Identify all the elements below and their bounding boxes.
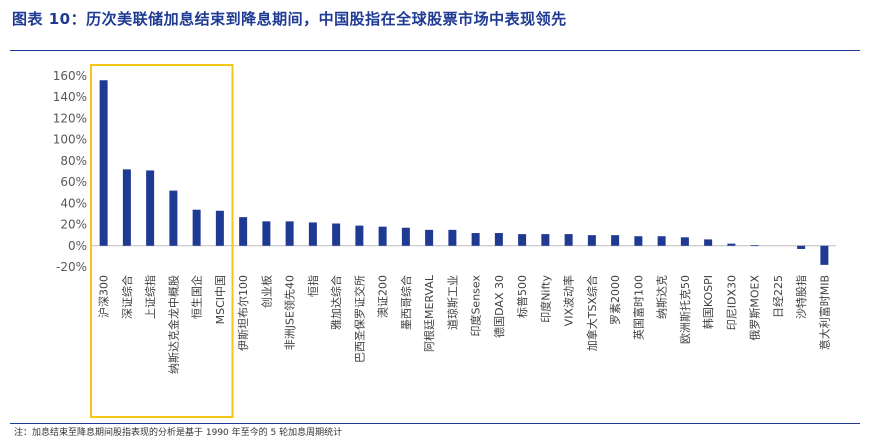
bar <box>378 226 387 246</box>
bar <box>285 221 294 246</box>
highlight-box <box>90 64 234 418</box>
y-tick-label: 40% <box>60 196 87 210</box>
bar <box>332 223 341 246</box>
y-tick-label: 140% <box>53 90 87 104</box>
x-tick-label: 印尼IDX30 <box>725 275 738 330</box>
x-tick-label: 上证综指 <box>143 275 157 319</box>
x-tick-label: 沙特股指 <box>794 275 808 319</box>
x-tick-label: 罗素2000 <box>609 275 622 325</box>
bar <box>99 80 108 246</box>
x-tick-label: 沪深300 <box>97 275 111 318</box>
x-tick-label: 非洲JSE领先40 <box>284 275 297 350</box>
x-tick-label: 创业板 <box>259 275 273 308</box>
x-tick-label: 英国富时100 <box>631 275 645 340</box>
bar <box>634 236 643 246</box>
y-tick-label: 100% <box>53 133 87 147</box>
title-divider <box>10 50 860 51</box>
x-tick-label: 意大利富时MIB <box>817 275 831 350</box>
bar <box>727 243 736 246</box>
x-tick-label: 澳证200 <box>377 275 390 318</box>
x-tick-label: 德国DAX 30 <box>492 275 506 338</box>
x-tick-label: 恒指 <box>306 275 320 297</box>
bar <box>704 239 713 246</box>
y-tick-label: 0% <box>68 239 87 253</box>
bar <box>587 235 596 246</box>
bar <box>425 229 434 246</box>
bottom-divider <box>10 423 860 424</box>
bar <box>518 234 527 246</box>
bar <box>192 209 201 246</box>
x-tick-label: 日经225 <box>772 275 785 318</box>
x-tick-label: 伊斯坦布尔100 <box>236 275 250 351</box>
bar <box>750 245 759 247</box>
x-tick-label: 雅加达综合 <box>329 275 343 330</box>
x-tick-label: 标普500 <box>515 275 529 318</box>
y-tick-label: -20% <box>56 260 87 274</box>
x-tick-label: 墨西哥综合 <box>399 275 413 330</box>
bar <box>355 225 364 246</box>
bar <box>308 222 317 246</box>
y-tick-label: 80% <box>60 154 87 168</box>
y-tick-label: 160% <box>53 69 87 83</box>
bar <box>146 170 155 246</box>
figure-title: 图表 10：历次美联储加息结束到降息期间，中国股指在全球股票市场中表现领先 <box>12 10 567 28</box>
x-tick-label: 韩国KOSPI <box>701 275 715 329</box>
bar <box>541 234 550 246</box>
bar <box>401 227 410 246</box>
bar <box>169 190 178 246</box>
x-tick-label: 道琼斯工业 <box>445 275 459 330</box>
bar <box>262 221 271 246</box>
bar <box>657 236 666 246</box>
y-tick-label: 60% <box>60 175 87 189</box>
x-tick-label: 纳斯达克金龙中概股 <box>166 275 180 374</box>
y-tick-label: 120% <box>53 111 87 125</box>
bar <box>448 229 457 246</box>
x-tick-label: 印度Nifty <box>538 275 552 323</box>
x-tick-label: 阿根廷MERVAL <box>422 274 436 352</box>
x-tick-label: VIX波动率 <box>562 275 576 326</box>
x-tick-label: 巴西圣保罗证交所 <box>352 275 366 363</box>
bar <box>797 245 806 249</box>
x-tick-label: 欧洲斯托克50 <box>678 275 692 344</box>
y-tick-label: 20% <box>60 218 87 232</box>
x-tick-label: 纳斯达克 <box>656 275 669 319</box>
bar <box>122 169 131 246</box>
x-tick-label: 俄罗斯MOEX <box>749 275 762 341</box>
footnote: 注：加息结束至降息期间股指表现的分析是基于 1990 年至今的 5 轮加息周期统… <box>14 428 343 438</box>
bar <box>471 233 480 246</box>
x-tick-label: MSCI中国 <box>214 275 227 324</box>
bar <box>215 210 224 246</box>
bar <box>239 217 248 246</box>
bar <box>564 234 573 246</box>
bar <box>680 237 689 246</box>
bar <box>611 235 620 246</box>
x-tick-label: 加拿大TSX综合 <box>585 275 599 351</box>
bar <box>820 245 829 265</box>
x-tick-label: 深证综合 <box>120 275 134 319</box>
bar <box>494 233 503 246</box>
x-tick-label: 印度Sensex <box>469 275 483 337</box>
x-tick-label: 恒生国企 <box>190 275 204 319</box>
